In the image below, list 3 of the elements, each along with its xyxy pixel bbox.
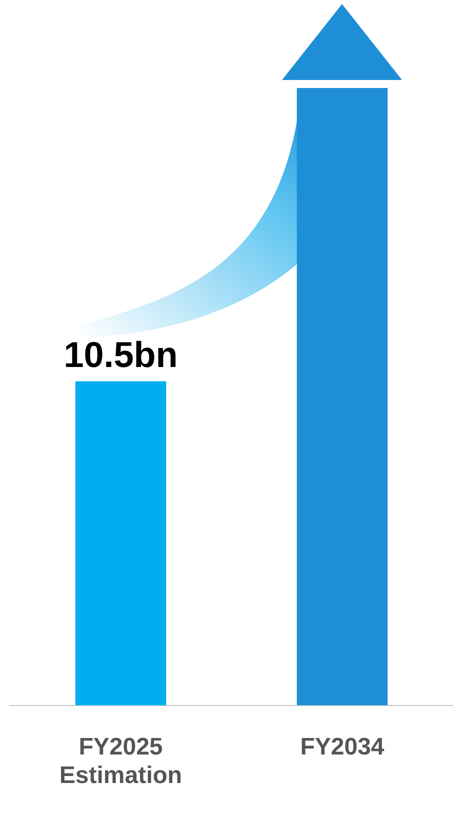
data-label: 10.5bn (64, 334, 178, 376)
x-tick-label: FY2025 Estimation (59, 733, 182, 790)
x-tick-label: FY2034 (300, 733, 385, 760)
